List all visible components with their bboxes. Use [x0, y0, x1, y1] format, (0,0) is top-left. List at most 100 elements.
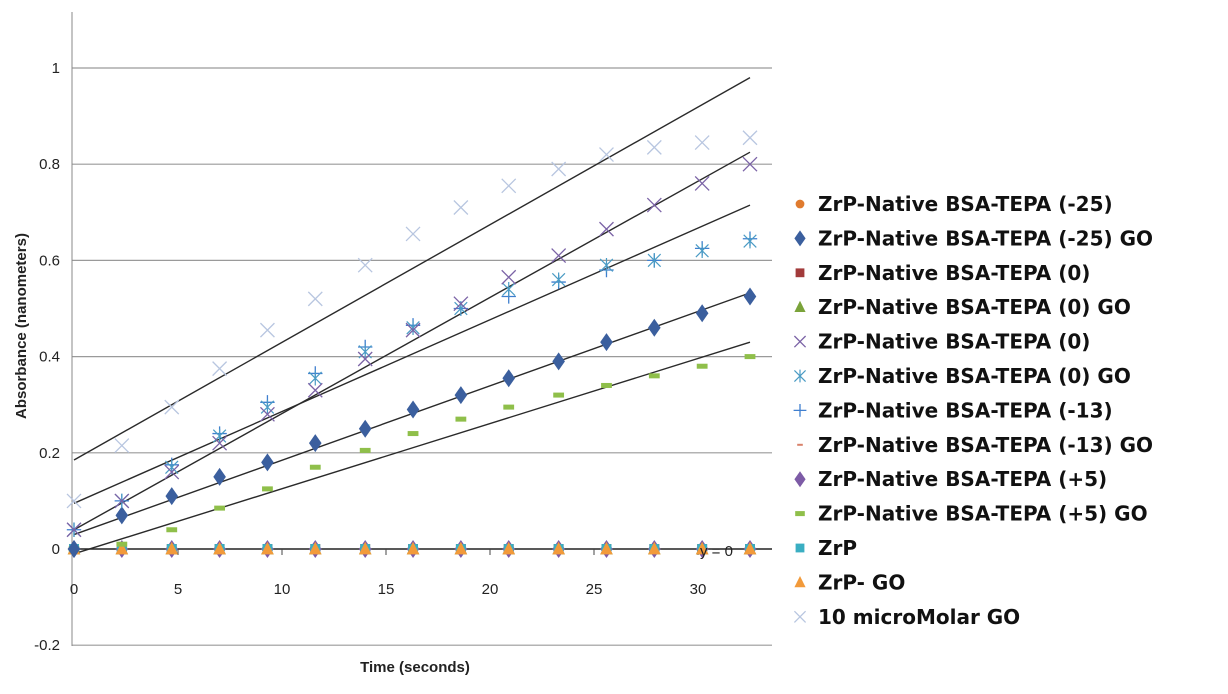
y-axis-title: Absorbance (nanometers) — [13, 233, 30, 419]
legend-label: ZrP-Native BSA-TEPA (0) GO — [818, 364, 1131, 388]
data-point — [648, 541, 661, 555]
data-point — [743, 541, 757, 555]
data-point — [407, 431, 419, 437]
y-tick-label: 0.6 — [39, 252, 60, 269]
data-point — [406, 320, 420, 335]
data-point — [599, 147, 614, 163]
x-tick-label: 5 — [174, 581, 182, 598]
data-point — [308, 434, 322, 453]
data-point — [67, 540, 81, 558]
legend-label: ZrP-Native BSA-TEPA (+5) — [818, 467, 1107, 491]
gridlines — [72, 67, 772, 646]
data-point — [212, 428, 227, 444]
x-tick-label: 20 — [482, 581, 499, 598]
data-point — [601, 382, 612, 388]
legend-marker — [793, 369, 807, 383]
data-point — [552, 541, 565, 555]
data-point — [116, 541, 128, 547]
legend-label: ZrP-Native BSA-TEPA (0) — [818, 330, 1090, 354]
data-point — [261, 541, 274, 555]
data-point — [66, 493, 82, 509]
data-point — [501, 178, 517, 194]
legend-label: ZrP- GO — [818, 570, 905, 594]
data-point — [599, 258, 614, 273]
data-point — [261, 453, 274, 472]
y-tick-label: -0.2 — [34, 637, 60, 654]
data-point — [212, 361, 228, 377]
legend-marker — [795, 268, 805, 278]
x-tick-label: 10 — [274, 581, 291, 598]
legend-marker — [795, 199, 805, 209]
data-point — [358, 419, 372, 438]
data-point — [259, 406, 275, 422]
data-point — [212, 435, 228, 451]
trendline — [73, 151, 751, 531]
data-point — [307, 291, 323, 307]
data-point — [648, 318, 661, 337]
data-point — [744, 354, 756, 360]
x-tick-label: 25 — [586, 581, 603, 598]
legend-label: 10 microMolar GO — [818, 605, 1020, 629]
legend-label: ZrP — [818, 536, 857, 560]
data-point — [358, 541, 372, 555]
data-point — [502, 369, 516, 388]
data-point — [742, 130, 758, 146]
data-point — [454, 386, 468, 405]
legend-label: ZrP-Native BSA-TEPA (+5) GO — [818, 502, 1148, 526]
data-point — [66, 522, 82, 538]
data-point — [551, 248, 567, 264]
data-point — [551, 272, 566, 287]
y-tick-label: 0.4 — [39, 349, 60, 366]
data-point — [405, 322, 421, 338]
legend-marker — [795, 511, 805, 517]
x-tick-label: 30 — [690, 581, 707, 598]
legend-label: ZrP-Native BSA-TEPA (0) GO — [818, 295, 1131, 319]
data-point — [646, 197, 662, 213]
data-point — [742, 156, 758, 172]
x-axis-title: Time (seconds) — [360, 659, 470, 676]
data-point — [600, 541, 613, 555]
data-point — [453, 200, 469, 215]
x-tick-label: 15 — [378, 581, 395, 598]
data-point — [165, 487, 179, 506]
legend-marker — [794, 576, 806, 588]
data-point — [357, 351, 373, 367]
data-point — [358, 344, 372, 359]
legend-label: ZrP-Native BSA-TEPA (-13) GO — [818, 433, 1153, 457]
trendline — [73, 204, 751, 504]
data-point — [359, 447, 371, 453]
data-point — [743, 287, 757, 306]
data-point — [164, 399, 180, 415]
data-point — [309, 464, 321, 470]
data-point — [647, 253, 662, 268]
data-point — [115, 541, 129, 555]
data-point — [213, 467, 226, 486]
data-point — [501, 269, 517, 285]
data-point — [455, 416, 467, 422]
data-point — [648, 373, 660, 379]
data-point — [115, 506, 129, 525]
legend-label: ZrP-Native BSA-TEPA (-13) — [818, 398, 1113, 422]
legend-label: ZrP-Native BSA-TEPA (-25) — [818, 192, 1113, 216]
y-tick-label: 0 — [52, 541, 60, 558]
data-point — [503, 404, 515, 410]
data-point — [406, 541, 420, 555]
trendlines — [73, 77, 751, 555]
data-point — [694, 135, 710, 151]
data-point — [262, 486, 273, 492]
data-point — [453, 296, 469, 312]
data-point — [214, 505, 225, 511]
axis-ticks: -0.200.20.40.60.810 5 10 15 20 25 30 — [34, 60, 706, 654]
data-point — [695, 541, 709, 555]
data-point — [164, 464, 180, 480]
y-tick-label: 1 — [52, 60, 60, 77]
data-point — [213, 541, 226, 555]
legend-marker — [794, 471, 806, 488]
zero-line-annotation: y = 0 — [700, 543, 733, 560]
legend: ZrP-Native BSA-TEPA (-25) ZrP-Native BSA-… — [793, 192, 1153, 629]
y-tick-label: 0.8 — [39, 156, 60, 173]
legend-marker — [794, 300, 806, 312]
legend-marker — [793, 404, 807, 417]
data-point — [308, 371, 323, 386]
data-point — [743, 233, 757, 249]
